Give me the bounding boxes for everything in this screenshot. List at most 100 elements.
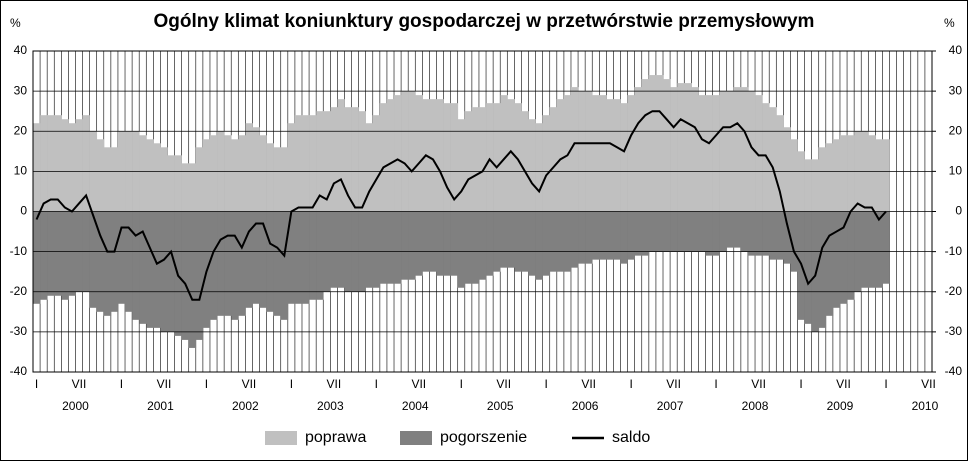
bar [209, 211, 218, 320]
bar [825, 211, 834, 316]
bar [89, 211, 98, 308]
legend-label: poprawa [305, 429, 366, 446]
bar [266, 143, 274, 212]
y2-tick-label: 0 [955, 204, 962, 218]
bar [818, 147, 827, 212]
bar [301, 115, 310, 212]
bar [408, 91, 416, 212]
bar [549, 107, 558, 212]
bar [613, 211, 621, 260]
bar [54, 115, 62, 212]
bar [613, 99, 621, 212]
bar [783, 127, 791, 212]
bar [238, 135, 246, 212]
y-tick-label: 20 [14, 123, 28, 137]
bar [309, 211, 317, 300]
bar [634, 211, 643, 256]
bar [804, 211, 812, 324]
bar [125, 211, 133, 312]
bar [294, 115, 303, 212]
bar [280, 211, 289, 320]
bar [542, 211, 551, 276]
bar [747, 211, 756, 256]
legend-swatch [400, 431, 432, 445]
y2-tick-label: 10 [949, 164, 963, 178]
year-label: 2003 [317, 399, 344, 413]
bar [875, 211, 883, 288]
year-label: 2001 [147, 399, 174, 413]
x-tick-label: VII [666, 377, 681, 391]
bar [68, 123, 76, 212]
bar [825, 143, 834, 212]
bar [507, 99, 515, 212]
bar [769, 107, 777, 212]
bar [776, 115, 784, 212]
bar [103, 211, 112, 316]
bar [464, 111, 473, 212]
bar [231, 211, 239, 320]
y2-tick-label: -30 [945, 324, 963, 338]
bar [146, 211, 154, 328]
y2-tick-label: 40 [949, 43, 963, 57]
bar [606, 99, 614, 212]
bar [797, 151, 805, 212]
bar [570, 211, 579, 268]
bar [832, 211, 841, 308]
x-tick-label: I [545, 377, 548, 391]
bar [443, 103, 451, 212]
bar [698, 95, 706, 212]
bar [514, 103, 522, 212]
bar [379, 211, 388, 284]
bar [535, 123, 543, 212]
bar [153, 211, 161, 328]
x-tick-label: VII [157, 377, 172, 391]
y-tick-label: -40 [10, 364, 28, 378]
bar [620, 103, 628, 212]
bar [733, 211, 742, 248]
bar [386, 99, 395, 212]
x-tick-label: I [460, 377, 463, 391]
bar [740, 211, 749, 252]
bar [847, 211, 855, 300]
bar [337, 211, 345, 288]
bar [103, 147, 112, 212]
x-tick-label: VII [242, 377, 257, 391]
bar [316, 111, 324, 212]
bar [882, 211, 890, 284]
bar [358, 111, 367, 212]
bar [436, 99, 444, 212]
bar [436, 211, 444, 276]
bar [394, 95, 402, 212]
bar [252, 127, 260, 212]
x-tick-label: VII [751, 377, 766, 391]
year-label: 2006 [572, 399, 599, 413]
bar [401, 211, 409, 280]
bar [719, 211, 728, 252]
year-label: 2005 [487, 399, 514, 413]
bar [549, 211, 558, 272]
bar [570, 87, 579, 212]
x-tick-label: VII [921, 377, 936, 391]
bar [712, 95, 720, 212]
y2-tick-label: -20 [945, 284, 963, 298]
chart-title: Ogólny klimat koniunktury gospodarczej w… [154, 11, 815, 32]
bar [733, 87, 742, 212]
y-axis-label: % [10, 16, 21, 30]
bar [110, 147, 119, 212]
bar [68, 211, 76, 296]
bar [471, 107, 480, 212]
bar [882, 139, 890, 212]
bar [663, 79, 671, 212]
bar [287, 123, 296, 212]
bar [790, 211, 798, 272]
bar [238, 211, 246, 316]
bar [670, 211, 678, 252]
bar [599, 211, 607, 260]
bar [209, 135, 218, 212]
bar [804, 159, 812, 212]
bar [493, 211, 501, 272]
bar [245, 123, 253, 212]
bar [167, 155, 175, 212]
bar [309, 115, 317, 212]
